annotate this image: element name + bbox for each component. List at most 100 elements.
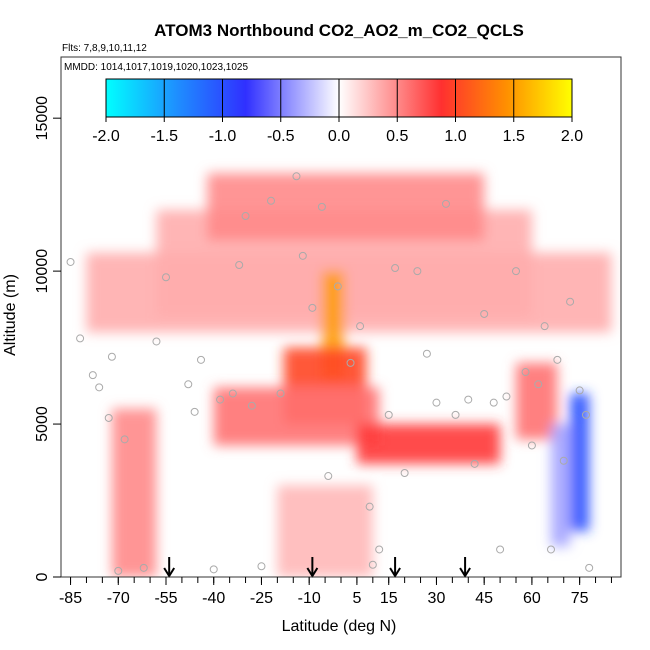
x-axis-label: Latitude (deg N) xyxy=(282,618,397,635)
sample-point xyxy=(317,202,326,211)
sample-point xyxy=(464,395,473,404)
x-tick-label: -40 xyxy=(202,590,225,607)
sample-point xyxy=(442,199,450,208)
sample-point xyxy=(228,389,237,398)
y-axis: 0 5000 10000 15000 xyxy=(34,96,61,581)
colorbar: -2.0 -1.5 -1.0 -0.5 0.0 0.5 1.0 1.5 2.0 xyxy=(92,78,583,145)
heatmap-regions xyxy=(86,173,612,577)
sample-point xyxy=(66,257,75,266)
sample-point xyxy=(553,355,562,364)
sample-point xyxy=(95,383,104,392)
heatmap-cell xyxy=(207,173,485,241)
sample-point xyxy=(540,322,549,331)
x-tick-label: 30 xyxy=(428,590,446,607)
sample-point xyxy=(489,398,498,407)
sample-point xyxy=(184,380,193,389)
sample-point xyxy=(470,459,479,468)
y-tick-label: 0 xyxy=(34,572,51,581)
sample-point xyxy=(209,565,218,574)
x-tick-label: 5 xyxy=(352,590,361,607)
sample-point xyxy=(512,267,520,276)
sample-point xyxy=(107,352,116,361)
sample-point xyxy=(547,545,555,554)
heatmap-cell xyxy=(277,485,373,577)
colorbar-tick-label: -0.5 xyxy=(267,128,295,145)
y-tick-label: 15000 xyxy=(34,96,51,141)
y-tick-label: 10000 xyxy=(34,249,51,294)
sample-point xyxy=(521,368,530,377)
sample-point xyxy=(88,371,97,380)
arrows xyxy=(163,557,471,578)
x-tick-label: -85 xyxy=(59,590,82,607)
x-tick-label: -10 xyxy=(298,590,321,607)
sample-point xyxy=(384,410,393,419)
sample-point xyxy=(276,389,285,398)
arrow-head xyxy=(459,567,471,578)
sample-point xyxy=(257,562,266,571)
y-tick-label: 5000 xyxy=(34,406,51,442)
sample-point xyxy=(247,401,256,410)
arrow-head xyxy=(389,567,401,578)
chart-subtitle-dates: MMDD: 1014,1017,1019,1020,1023,1025 xyxy=(64,62,248,73)
sample-point xyxy=(413,267,422,276)
colorbar-tick-label: -1.0 xyxy=(209,128,237,145)
colorbar-tick-label: -1.5 xyxy=(150,128,178,145)
sample-point xyxy=(496,545,505,554)
colorbar-tick-label: 1.5 xyxy=(503,128,525,145)
arrow-head xyxy=(306,567,319,578)
sample-point xyxy=(451,410,460,419)
sample-point xyxy=(197,355,205,364)
chart-title: ATOM3 Northbound CO2_AO2_m_CO2_QCLS xyxy=(154,21,524,40)
sample-point xyxy=(104,413,113,422)
x-tick-label: -55 xyxy=(154,590,177,607)
sample-point xyxy=(308,303,317,312)
x-tick-label: 15 xyxy=(380,590,398,607)
sample-point xyxy=(391,264,400,273)
heatmap-cell xyxy=(356,424,501,464)
sample-point xyxy=(120,435,129,444)
x-tick-label: 45 xyxy=(475,590,493,607)
sample-point xyxy=(375,545,384,554)
heatmap-cell xyxy=(570,393,590,532)
y-axis-label: Altitude (m) xyxy=(2,274,19,356)
sample-point xyxy=(292,172,301,181)
sample-point xyxy=(235,261,244,269)
sample-point xyxy=(368,560,377,569)
sample-points xyxy=(66,172,594,575)
colorbar-tick-label: 0.5 xyxy=(386,128,408,145)
sample-point xyxy=(527,441,536,450)
colorbar-tick-label: 2.0 xyxy=(561,128,583,145)
sample-point xyxy=(566,297,575,306)
heatmap-cell xyxy=(111,408,157,577)
x-tick-label: -70 xyxy=(107,590,130,607)
sample-point xyxy=(346,358,355,367)
x-tick-label: -25 xyxy=(250,590,273,607)
heatmap-layer xyxy=(86,173,612,577)
heatmap-cell xyxy=(86,252,612,333)
x-axis: -85 -70 -55 -40 -25 -10 5 15 30 45 60 75 xyxy=(59,577,612,607)
sample-point xyxy=(432,398,441,407)
sample-point xyxy=(575,386,584,395)
sample-point xyxy=(502,392,511,401)
sample-point xyxy=(241,212,250,221)
sample-point xyxy=(324,472,333,481)
sample-point xyxy=(480,309,489,318)
sample-point xyxy=(400,469,409,477)
colorbar-tick-label: 0.0 xyxy=(328,128,350,145)
sample-point xyxy=(162,273,170,282)
sample-point xyxy=(76,334,85,343)
chart-subtitle-flights: Flts: 7,8,9,10,11,12 xyxy=(62,43,147,54)
sample-point xyxy=(152,337,161,346)
sample-point xyxy=(267,196,275,205)
heatmap-cell xyxy=(551,424,571,547)
colorbar-tick-label: -2.0 xyxy=(92,128,120,145)
arrow-head xyxy=(163,567,176,578)
x-tick-label: 60 xyxy=(523,590,541,607)
sample-point xyxy=(190,407,199,416)
sample-point xyxy=(582,410,590,419)
sample-point xyxy=(298,251,307,260)
sample-point xyxy=(216,395,225,404)
heatmap-cell xyxy=(213,387,380,446)
sample-point xyxy=(333,282,342,291)
